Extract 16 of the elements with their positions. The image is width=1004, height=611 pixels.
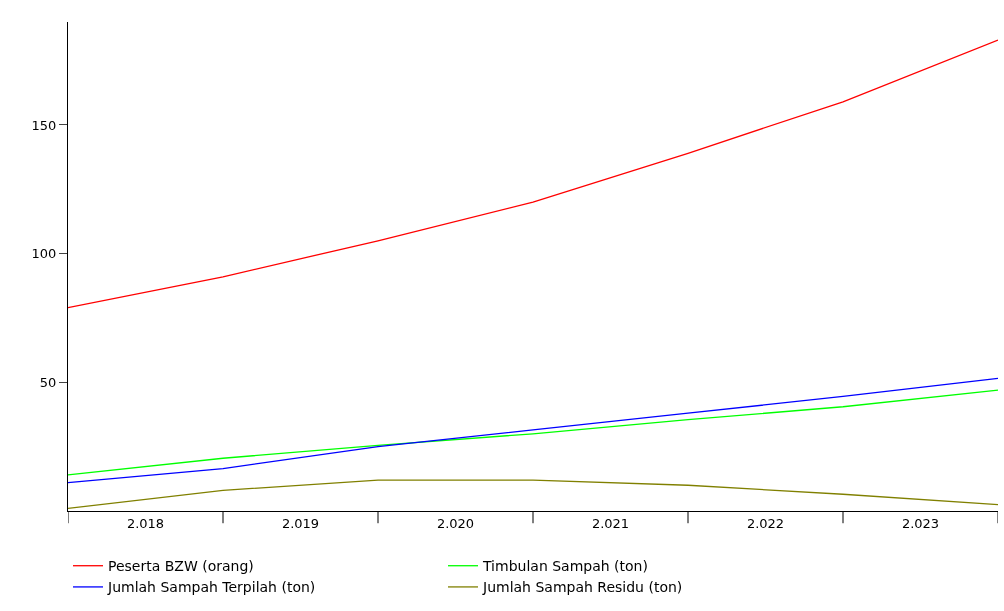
x-tick-label: 2.020 <box>436 515 475 531</box>
line-series <box>68 389 998 476</box>
line-series <box>68 377 998 484</box>
x-tick-label: 2.021 <box>591 515 630 531</box>
legend-label: Timbulan Sampah (ton) <box>482 558 648 575</box>
y-tick-label: 150 <box>31 117 57 133</box>
legend-label: Peserta BZW (orang) <box>108 558 254 575</box>
legend-label: Jumlah Sampah Residu (ton) <box>482 579 683 596</box>
x-tick-label: 2.022 <box>746 515 785 531</box>
y-tick-label: 100 <box>31 246 57 262</box>
legend-label: Jumlah Sampah Terpilah (ton) <box>107 579 316 596</box>
x-tick-label: 2.023 <box>901 515 940 531</box>
x-tick-label: 2.019 <box>281 515 320 531</box>
y-tick-label: 50 <box>39 374 57 390</box>
x-tick-label: 2.018 <box>126 515 165 531</box>
line-series <box>68 39 998 309</box>
